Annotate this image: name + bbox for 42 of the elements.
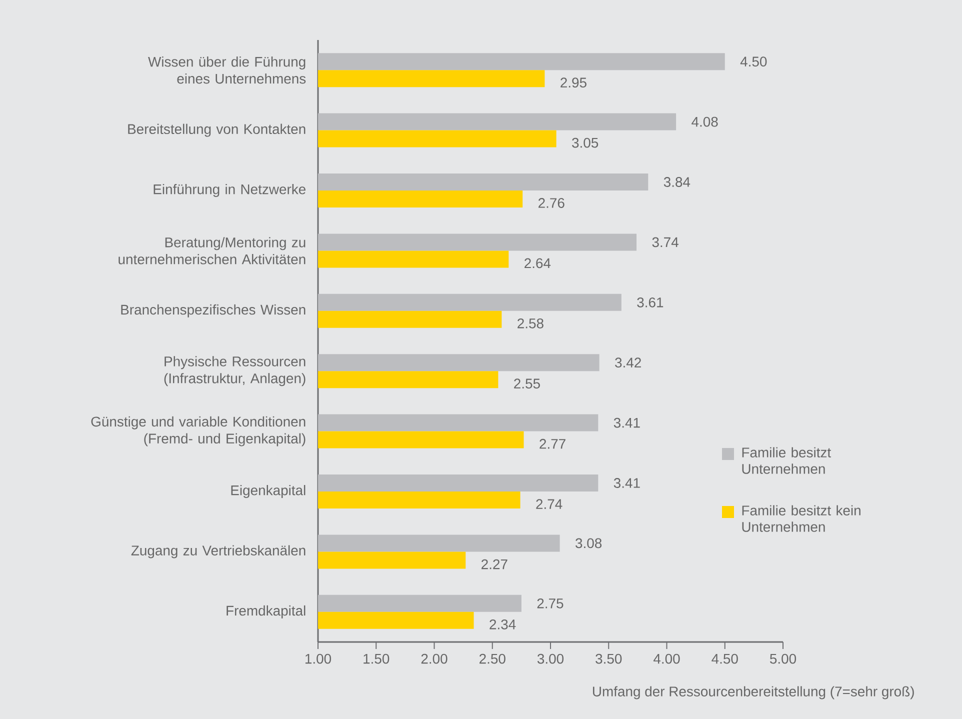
x-tick-label: 5.00	[770, 654, 796, 664]
data-label: 3.74	[652, 237, 678, 248]
x-tick-label: 4.00	[653, 654, 680, 664]
x-tick-label: 1.00	[305, 654, 332, 664]
data-label: 2.95	[560, 78, 586, 88]
data-label: 2.75	[537, 598, 564, 608]
data-label: 3.41	[614, 418, 640, 428]
data-label: 3.61	[637, 297, 664, 308]
data-label: 2.58	[518, 318, 544, 328]
x-tick-label: 2.50	[480, 654, 506, 664]
y-tick-label: Wissen über die Führung eines Unternehmens	[148, 56, 306, 84]
legend-label: Familie besitzt kein Unternehmen	[742, 505, 860, 532]
x-axis-title: Umfang der Ressourcenbereitstellung (7=sehr groß)	[593, 686, 914, 700]
data-label: 2.74	[536, 499, 562, 509]
data-label: 3.41	[614, 478, 640, 488]
y-tick-label: Beratung/Mentoring zu unternehmerischen Aktivitäten	[118, 237, 306, 264]
data-label: 3.42	[615, 358, 641, 368]
data-label: 4.08	[692, 116, 718, 127]
data-label: 3.84	[664, 177, 690, 187]
data-label: 2.76	[538, 198, 564, 208]
y-tick-label: Branchenspezifisches Wissen	[121, 304, 306, 318]
y-tick-label: Zugang zu Vertriebskanälen	[131, 545, 306, 558]
y-tick-label: Einführung in Netzwerke	[154, 184, 306, 197]
data-label: 4.50	[740, 56, 767, 67]
x-tick-label: 4.50	[712, 654, 738, 664]
y-tick-label: Günstige und variable Konditionen (Fremd- und Eigenkapital)	[91, 416, 306, 446]
data-label: 2.34	[490, 619, 516, 630]
x-tick-label: 3.00	[537, 654, 564, 664]
data-label: 2.77	[540, 438, 566, 449]
x-tick-label: 2.00	[421, 654, 448, 664]
y-tick-label: Bereitstellung von Kontakten	[128, 124, 306, 137]
x-tick-label: 3.50	[596, 654, 622, 664]
data-label: 3.08	[576, 538, 602, 548]
x-tick-label: 1.50	[364, 654, 390, 664]
legend-label: Familie besitzt Unternehmen	[742, 447, 832, 474]
y-tick-label: Physische Ressourcen (Infrastruktur, Anlagen)	[164, 356, 306, 386]
data-label: 2.55	[514, 378, 540, 389]
data-label: 3.05	[572, 138, 598, 148]
data-label: 2.64	[524, 258, 551, 268]
data-label: 2.27	[482, 559, 508, 570]
y-tick-label: Eigenkapital	[231, 485, 306, 498]
y-tick-label: Fremdkapital	[226, 605, 306, 618]
